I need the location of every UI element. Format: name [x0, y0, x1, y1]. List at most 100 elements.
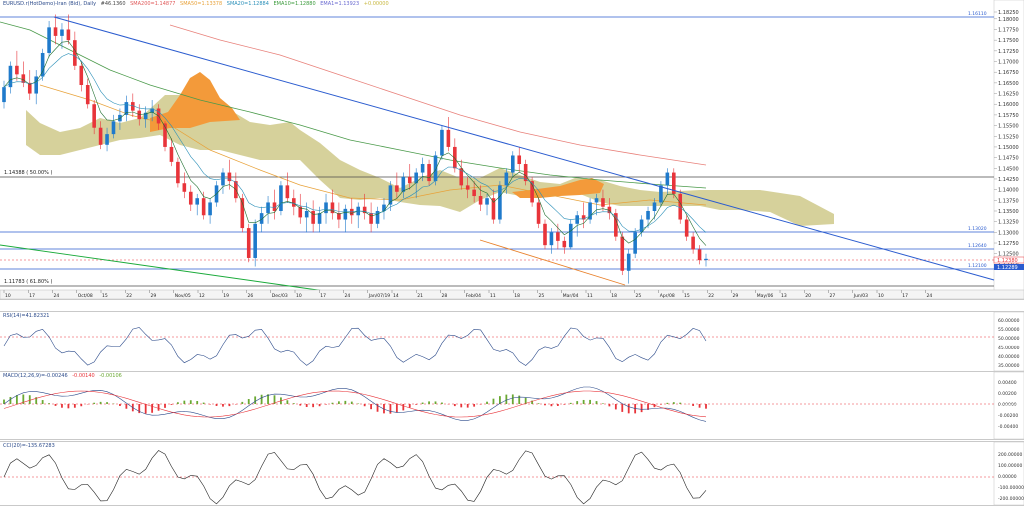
- macd-histogram-bar: [338, 401, 340, 404]
- macd-histogram-bar: [505, 395, 507, 404]
- candle-body: [253, 224, 257, 258]
- candle-body: [543, 224, 547, 245]
- candle-body: [286, 185, 290, 198]
- candle-body: [601, 198, 605, 207]
- level-bottom-label: 1.12100: [968, 263, 987, 269]
- price-axis-label: 1.12750: [998, 241, 1019, 247]
- price-axis-label: 1.16500: [998, 81, 1019, 87]
- macd-histogram-bar: [435, 401, 437, 404]
- macd-histogram-bar: [409, 404, 411, 408]
- header-ema10: EMA10=1.12880: [274, 1, 316, 7]
- price-axis-label: 1.14250: [998, 177, 1019, 183]
- header-sma200: SMA200=1.14877: [130, 1, 175, 7]
- macd-histogram-bar: [692, 404, 694, 406]
- candle-body: [659, 185, 663, 202]
- candle-body: [685, 220, 689, 237]
- macd-histogram-bar: [602, 403, 604, 404]
- cci-chart[interactable]: 200.00000100.000000.00000-100.00000-200.…: [0, 442, 1024, 505]
- date-axis-label: 26: [248, 293, 254, 299]
- macd-histogram-bar: [344, 401, 346, 404]
- macd-histogram-bar: [370, 404, 372, 409]
- macd-histogram-bar: [583, 400, 585, 404]
- macd-histogram-bar: [557, 404, 559, 406]
- candle-body: [402, 177, 406, 192]
- candle-body: [550, 232, 554, 245]
- macd-histogram-bar: [628, 404, 630, 413]
- date-axis-label: Oct/08: [78, 293, 93, 299]
- cci-axis-label: 0.00000: [998, 474, 1017, 480]
- price-axis-label: 1.17500: [998, 38, 1019, 44]
- macd-histogram-bar: [80, 404, 82, 406]
- candle-body: [318, 213, 322, 224]
- candle-body: [92, 104, 96, 127]
- date-axis-label: 28: [442, 293, 448, 299]
- candle-body: [421, 164, 425, 173]
- candle-body: [137, 111, 141, 120]
- macd-histogram-bar: [364, 404, 366, 406]
- price-axis-label: 1.15500: [998, 124, 1019, 130]
- date-axis-label: 12: [199, 293, 205, 299]
- macd-chart[interactable]: 0.004000.002000.00000-0.00200-0.00400-0.…: [0, 372, 1024, 439]
- candle-body: [434, 155, 438, 181]
- candle-body: [382, 205, 386, 211]
- candle-body: [698, 249, 702, 260]
- candle-body: [511, 155, 515, 172]
- macd-histogram-bar: [196, 401, 198, 404]
- candle-body: [266, 202, 270, 213]
- cci-current-label: -135.67283: [998, 490, 1024, 496]
- candles: [2, 15, 708, 284]
- sma50-line: [0, 22, 706, 188]
- macd-histogram-bar: [312, 404, 314, 407]
- price-axis-label: 1.13250: [998, 220, 1019, 226]
- header-ema1: EMA1=1.13923: [320, 1, 359, 7]
- candle-body: [447, 130, 451, 147]
- date-axis-label: 18: [611, 293, 617, 299]
- rsi-current-label: 41.82321: [998, 342, 1020, 348]
- candle-body: [633, 232, 637, 253]
- chart-header: EURUSD.r(HotDemo)-Iran (Bid), Daily #46.…: [3, 1, 392, 7]
- candle-body: [620, 237, 624, 271]
- macd-histogram-bar: [332, 403, 334, 404]
- price-axis-label: 1.13000: [998, 230, 1019, 236]
- date-axis-label: 17: [902, 293, 908, 299]
- candle-body: [47, 27, 51, 53]
- macd-histogram-bar: [229, 404, 231, 406]
- price-axis-label: 1.15750: [998, 113, 1019, 119]
- macd-histogram-bar: [106, 402, 108, 404]
- price-axis-label: 1.16250: [998, 92, 1019, 98]
- macd-histogram-bar: [660, 404, 662, 405]
- level-1-label: 1.13020: [968, 226, 987, 232]
- macd-histogram-bar: [61, 404, 63, 408]
- candle-body: [563, 241, 567, 247]
- macd-histogram-bar: [544, 404, 546, 405]
- candle-body: [453, 147, 457, 168]
- macd-histogram-bar: [467, 404, 469, 408]
- level-2-label: 1.12640: [968, 243, 987, 249]
- macd-histogram-bar: [473, 404, 475, 407]
- candle-body: [691, 237, 695, 250]
- date-axis-label: 19: [223, 293, 229, 299]
- macd-histogram-bar: [699, 404, 701, 408]
- candle-body: [466, 185, 470, 189]
- price-axis-label: 1.17000: [998, 60, 1019, 66]
- macd-histogram-bar: [480, 404, 482, 405]
- macd-histogram-bar: [589, 400, 591, 404]
- macd-histogram-bar: [615, 404, 617, 409]
- rsi-axis-label: 55.00000: [998, 327, 1020, 333]
- rsi-chart[interactable]: 60.0000055.0000050.0000045.0000040.00000…: [0, 312, 1024, 371]
- price-axis-label: 1.14750: [998, 156, 1019, 162]
- macd-histogram-bar: [512, 394, 514, 404]
- price-chart[interactable]: 1.182501.180001.177501.175001.172501.170…: [0, 0, 1024, 299]
- macd-histogram-bar: [390, 404, 392, 414]
- header-sma50: SMA50=1.13378: [180, 1, 222, 7]
- candle-body: [485, 198, 489, 204]
- date-axis-label: 17: [320, 293, 326, 299]
- date-axis-label: 11: [490, 293, 496, 299]
- macd-histogram-bar: [55, 404, 57, 406]
- candle-body: [472, 190, 476, 196]
- date-axis-label: 24: [54, 293, 60, 299]
